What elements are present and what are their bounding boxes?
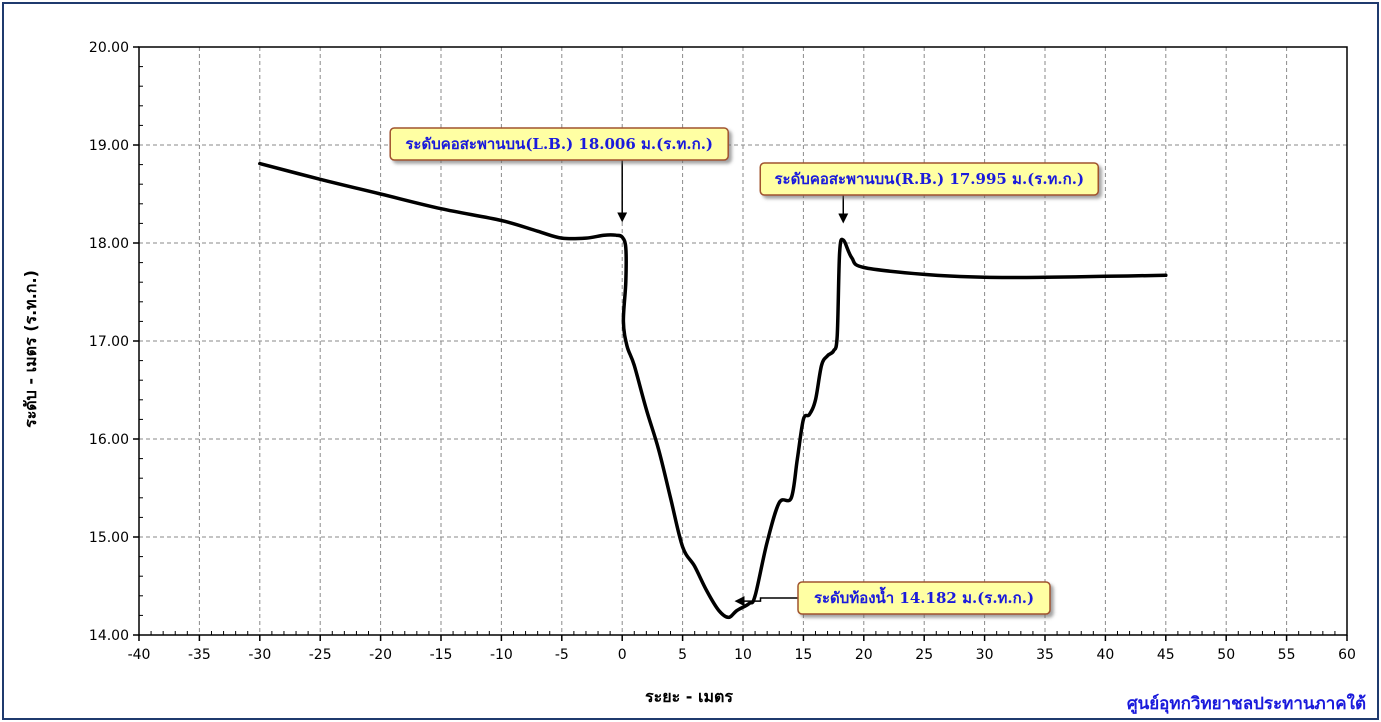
x-tick-label: 45 bbox=[1157, 647, 1175, 663]
x-tick-label: 10 bbox=[734, 647, 752, 663]
x-tick-label: -35 bbox=[188, 647, 211, 663]
callout-text: ระดับคอสะพานบน(R.B.) 17.995 ม.(ร.ท.ก.) bbox=[774, 170, 1084, 188]
grid bbox=[139, 47, 1347, 635]
footer-credit: ศูนย์อุทกวิทยาชลประทานภาคใต้ bbox=[1127, 693, 1366, 715]
x-tick-label: 40 bbox=[1096, 647, 1114, 663]
x-tick-label: 0 bbox=[618, 647, 627, 663]
annotations: ระดับคอสะพานบน(L.B.) 18.006 ม.(ร.ท.ก.) ระ… bbox=[389, 127, 1100, 615]
x-tick-label: -25 bbox=[309, 647, 332, 663]
minor-ticks bbox=[133, 46, 1348, 641]
x-tick-label: 25 bbox=[915, 647, 933, 663]
x-tick-label: 60 bbox=[1338, 647, 1356, 663]
y-tick-label: 15.00 bbox=[89, 530, 129, 546]
y-tick-label: 14.00 bbox=[89, 628, 129, 644]
x-tick-label: -40 bbox=[128, 647, 151, 663]
callout-text: ระดับคอสะพานบน(L.B.) 18.006 ม.(ร.ท.ก.) bbox=[405, 135, 713, 153]
y-tick-label: 18.00 bbox=[89, 236, 129, 252]
x-tick-label: -5 bbox=[555, 647, 569, 663]
callout-left-bank: ระดับคอสะพานบน(L.B.) 18.006 ม.(ร.ท.ก.) bbox=[389, 127, 729, 223]
x-tick-label: -20 bbox=[369, 647, 392, 663]
callout-text: ระดับท้องน้ำ 14.182 ม.(ร.ท.ก.) bbox=[814, 586, 1034, 607]
x-tick-label: 15 bbox=[794, 647, 812, 663]
y-tick-label: 20.00 bbox=[89, 40, 129, 56]
plot-area-border bbox=[138, 46, 1348, 636]
elevation-profile-chart: -40 -35 -30 -25 -20 -15 -10 -5 0 5 10 15 20 25 30 35 40 4… bbox=[21, 40, 1366, 715]
x-axis-title: ระยะ - เมตร bbox=[645, 687, 733, 706]
x-tick-label: -30 bbox=[248, 647, 271, 663]
x-tick-label: -15 bbox=[430, 647, 453, 663]
x-tick-label: 30 bbox=[976, 647, 994, 663]
x-tick-label: 35 bbox=[1036, 647, 1054, 663]
tick-labels: -40 -35 -30 -25 -20 -15 -10 -5 0 5 10 15 20 25 30 35 40 4… bbox=[89, 40, 1356, 663]
y-tick-label: 19.00 bbox=[89, 138, 129, 154]
callout-riverbed: ระดับท้องน้ำ 14.182 ม.(ร.ท.ก.) bbox=[734, 581, 1051, 615]
callout-right-bank: ระดับคอสะพานบน(R.B.) 17.995 ม.(ร.ท.ก.) bbox=[759, 162, 1100, 224]
x-tick-label: 55 bbox=[1278, 647, 1296, 663]
x-tick-label: -10 bbox=[490, 647, 513, 663]
y-tick-label: 17.00 bbox=[89, 334, 129, 350]
callout-box bbox=[389, 127, 729, 161]
callout-box bbox=[797, 581, 1051, 615]
y-tick-label: 16.00 bbox=[89, 432, 129, 448]
y-axis-title: ระดับ - เมตร (ร.ท.ก.) bbox=[21, 270, 40, 428]
x-tick-label: 20 bbox=[855, 647, 873, 663]
series-line bbox=[258, 161, 1168, 620]
x-tick-label: 5 bbox=[678, 647, 687, 663]
callout-box bbox=[759, 162, 1100, 196]
x-tick-label: 50 bbox=[1217, 647, 1235, 663]
callout-arrow bbox=[734, 596, 798, 607]
